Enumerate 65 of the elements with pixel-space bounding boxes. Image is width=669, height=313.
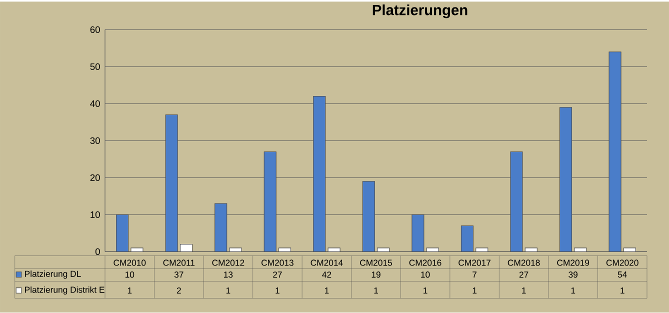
bar: [476, 248, 488, 252]
data-label: 1: [472, 288, 477, 294]
bar: [180, 244, 193, 252]
bar: [623, 248, 636, 252]
data-label: 1: [620, 288, 624, 294]
bar: [460, 226, 474, 252]
x-tick-label: CM2013: [262, 260, 294, 266]
data-label: 10: [421, 272, 430, 278]
data-label: 1: [324, 288, 329, 294]
bar: [377, 248, 390, 252]
bar: [214, 203, 228, 252]
x-tick-label: CM2011: [163, 260, 195, 266]
bar: [165, 114, 178, 252]
bar: [130, 248, 144, 252]
y-tick-label: 50: [90, 64, 100, 70]
data-label: 1: [128, 288, 132, 294]
data-label: 39: [568, 272, 578, 278]
y-tick-label: 0: [95, 248, 100, 256]
chart-title: Platzierungen: [372, 4, 468, 18]
x-tick-label: CM2012: [212, 260, 244, 266]
bar: [362, 181, 375, 252]
x-tick-label: CM2018: [508, 260, 540, 266]
bar: [608, 52, 622, 252]
data-label: 27: [519, 272, 528, 278]
x-tick-label: CM2014: [310, 260, 343, 266]
bar: [229, 248, 242, 252]
data-label: 54: [618, 272, 627, 278]
y-tick-label: 20: [90, 174, 100, 182]
legend-label: Platzierung DL: [25, 270, 81, 279]
x-tick-label: CM2020: [606, 260, 638, 266]
data-label: 10: [125, 272, 134, 278]
data-label: 1: [522, 288, 526, 294]
data-label: 42: [322, 272, 332, 278]
y-tick-label: 10: [90, 212, 100, 218]
data-label: 37: [174, 272, 184, 278]
bar: [574, 248, 587, 252]
data-label: 1: [276, 288, 280, 294]
y-tick-label: 40: [90, 100, 100, 108]
bar: [524, 248, 538, 252]
data-label: 1: [424, 288, 428, 294]
data-label: 19: [372, 272, 380, 278]
bar: [426, 248, 439, 252]
x-tick-label: CM2015: [360, 260, 392, 266]
data-label: 13: [224, 272, 233, 278]
x-tick-label: CM2019: [557, 260, 590, 266]
bar: [412, 214, 424, 252]
bar: [559, 107, 572, 252]
y-tick-label: 60: [90, 26, 100, 34]
bar: [313, 96, 326, 252]
legend-label: Platzierung Distrikt E: [25, 286, 104, 295]
data-label: 2: [176, 288, 181, 294]
bar: [328, 248, 340, 252]
data-label: 1: [374, 288, 378, 294]
y-tick-label: 30: [90, 138, 100, 144]
x-tick-label: CM2016: [409, 260, 442, 266]
bar: [264, 152, 276, 252]
bar: [510, 152, 523, 252]
bar: [278, 248, 292, 252]
data-label: 1: [226, 288, 230, 294]
x-tick-label: CM2010: [114, 260, 146, 266]
bar: [116, 214, 129, 252]
data-label: 27: [273, 272, 282, 278]
x-tick-label: CM2017: [458, 260, 490, 266]
data-label: 1: [571, 288, 576, 294]
data-label: 7: [472, 272, 477, 278]
